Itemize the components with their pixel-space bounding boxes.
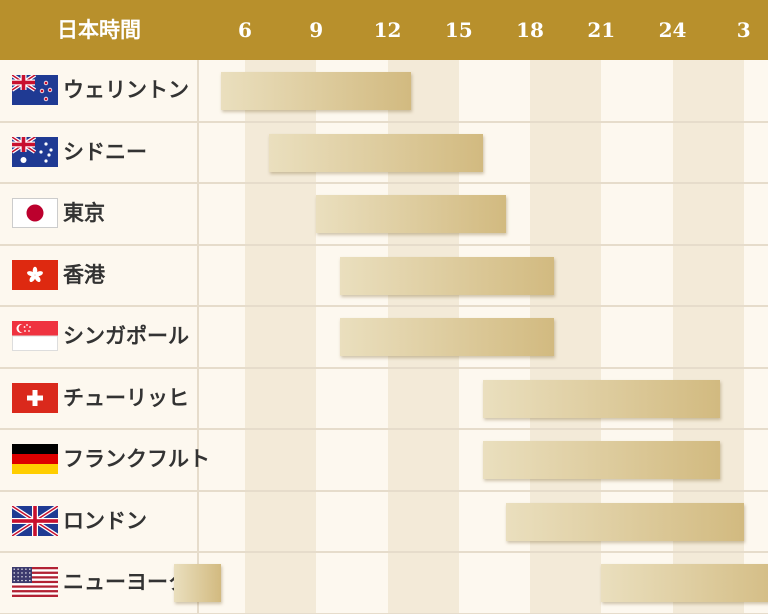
city-name: シンガポール [63,323,189,348]
row-divider [0,120,768,123]
x-tick-label: 15 [444,18,473,42]
switzerland-flag-icon [12,382,58,413]
trading-hours-bar [316,195,507,233]
city-label-row: チューリッヒ [0,368,198,428]
chart-header: 日本時間 6 9 12 15 18 21 24 3 [0,0,768,60]
city-label-row: シドニー [0,122,198,182]
row-divider [0,305,768,307]
trading-hours-bar [340,318,554,356]
x-tick-label: 24 [658,18,687,42]
trading-hours-bar [482,441,720,479]
united-kingdom-flag-icon [12,505,58,536]
new-zealand-flag-icon [12,75,58,105]
city-name: 東京 [63,200,105,225]
row-divider [0,489,768,492]
trading-hours-bar [268,133,483,172]
row-divider [0,243,768,246]
city-name: チューリッヒ [63,384,189,410]
hong-kong-flag-icon [12,259,58,290]
germany-flag-icon [12,444,58,474]
x-tick-label: 21 [587,18,616,42]
united-states-flag-icon [12,567,58,597]
x-tick-label: 12 [373,18,402,42]
city-label-row: 東京 [0,183,198,243]
city-label-row: ニューヨーク [0,552,198,612]
singapore-flag-icon [12,321,58,351]
header-title: 日本時間 [57,17,141,42]
row-divider [0,551,768,553]
x-tick-label: 3 [736,18,751,42]
trading-hours-bar [506,502,744,541]
japan-flag-icon [12,198,58,228]
city-name: ニューヨーク [63,569,189,594]
city-label-row: シンガポール [0,306,198,366]
australia-flag-icon [12,136,58,167]
x-tick-label: 9 [309,18,324,42]
x-tick-label: 18 [516,18,544,42]
city-name: シドニー [63,138,147,164]
trading-hours-bar [221,72,412,110]
trading-hours-bar [173,564,222,602]
row-divider [0,366,768,369]
row-divider [0,428,768,430]
row-divider [0,612,768,614]
city-label-row: ウェリントン [0,60,198,120]
city-name: フランクフルト [63,446,210,471]
city-name: ウェリントン [63,77,189,102]
city-label-row: 香港 [0,245,198,305]
city-name: ロンドン [63,507,147,533]
label-column-divider [197,60,199,614]
city-label-row: ロンドン [0,491,198,551]
trading-hours-bar [340,256,554,295]
trading-hours-bar [601,564,768,602]
trading-hours-bar [482,379,720,418]
city-label-row: フランクフルト [0,429,210,489]
row-divider [0,182,768,184]
x-tick-label: 6 [238,18,252,42]
city-name: 香港 [63,261,105,287]
